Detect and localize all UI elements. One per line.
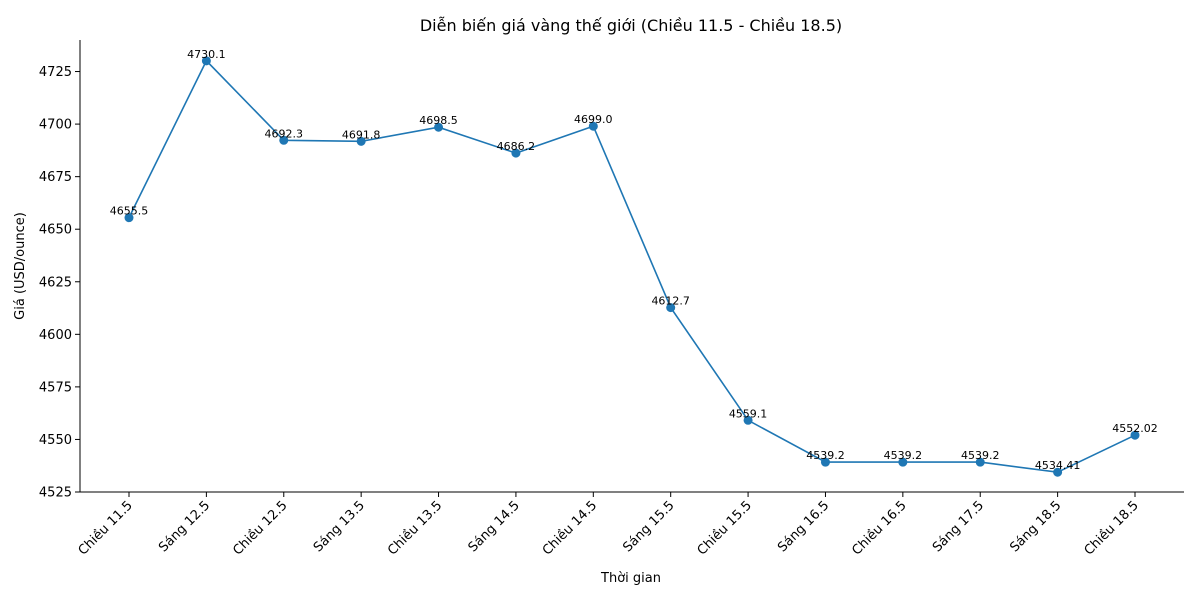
data-point bbox=[201, 56, 211, 66]
data-label: 4539.2 bbox=[884, 449, 923, 462]
y-tick-label: 4600 bbox=[39, 328, 72, 343]
y-tick-label: 4700 bbox=[39, 118, 72, 133]
data-label: 4612.7 bbox=[651, 295, 690, 308]
data-label: 4730.1 bbox=[187, 48, 226, 61]
x-tick-label: Chiều 13.5 bbox=[385, 498, 445, 558]
data-label: 4692.3 bbox=[265, 127, 304, 140]
y-tick-label: 4675 bbox=[39, 170, 72, 185]
x-tick-label: Chiều 16.5 bbox=[849, 498, 909, 558]
data-point bbox=[1053, 467, 1063, 477]
x-tick-label: Sáng 16.5 bbox=[775, 498, 832, 555]
data-label: 4691.8 bbox=[342, 128, 381, 141]
data-point bbox=[588, 121, 598, 131]
x-tick-label: Chiều 11.5 bbox=[76, 498, 136, 558]
y-tick-label: 4575 bbox=[39, 380, 72, 395]
x-tick-label: Sáng 18.5 bbox=[1007, 498, 1064, 555]
x-tick-label: Sáng 14.5 bbox=[466, 498, 523, 555]
data-labels: 4655.5 4730.1 4692.3 4691.8 4698.5 4686.2 4699… bbox=[110, 48, 1158, 472]
data-points bbox=[124, 56, 1140, 477]
data-label: 4539.2 bbox=[961, 449, 1000, 462]
x-tick-label: Chiều 18.5 bbox=[1082, 498, 1142, 558]
y-tick-label: 4625 bbox=[39, 275, 72, 290]
data-label: 4559.1 bbox=[729, 407, 768, 420]
data-point bbox=[975, 457, 985, 467]
x-axis-label: Thời gian bbox=[600, 571, 661, 586]
data-point bbox=[356, 136, 366, 146]
y-tick-label: 4650 bbox=[39, 223, 72, 238]
data-point bbox=[434, 122, 444, 132]
y-axis-label: Giá (USD/ounce) bbox=[13, 212, 28, 320]
data-point bbox=[898, 457, 908, 467]
y-tick-label: 4525 bbox=[39, 486, 72, 501]
y-tick-label: 4550 bbox=[39, 433, 72, 448]
y-ticks: 4525 4550 4575 4600 4625 4650 4675 4700 4725 bbox=[39, 65, 80, 501]
y-tick-label: 4725 bbox=[39, 65, 72, 80]
data-label: 4534.41 bbox=[1035, 459, 1081, 472]
data-label: 4699.0 bbox=[574, 113, 613, 126]
data-point bbox=[1130, 430, 1140, 440]
data-point bbox=[820, 457, 830, 467]
x-tick-label: Sáng 15.5 bbox=[620, 498, 677, 555]
x-tick-label: Sáng 12.5 bbox=[156, 498, 213, 555]
data-point bbox=[511, 148, 521, 158]
data-label: 4686.2 bbox=[497, 140, 536, 153]
x-tick-label: Chiều 15.5 bbox=[695, 498, 755, 558]
data-label: 4698.5 bbox=[419, 114, 458, 127]
x-tick-label: Chiều 12.5 bbox=[230, 498, 290, 558]
x-tick-label: Sáng 13.5 bbox=[311, 498, 368, 555]
data-label: 4539.2 bbox=[806, 449, 845, 462]
data-point bbox=[124, 213, 134, 223]
chart-title: Diễn biến giá vàng thế giới (Chiều 11.5 … bbox=[420, 16, 842, 35]
x-tick-label: Sáng 17.5 bbox=[930, 498, 987, 555]
data-label: 4552.02 bbox=[1112, 422, 1158, 435]
data-point bbox=[279, 135, 289, 145]
data-label: 4655.5 bbox=[110, 205, 149, 218]
data-point bbox=[666, 303, 676, 313]
x-ticks: Chiều 11.5 Sáng 12.5 Chiều 12.5 Sáng 13.5 Ch… bbox=[76, 492, 1142, 559]
data-point bbox=[743, 415, 753, 425]
x-tick-label: Chiều 14.5 bbox=[540, 498, 600, 558]
series-line bbox=[128, 59, 1136, 474]
